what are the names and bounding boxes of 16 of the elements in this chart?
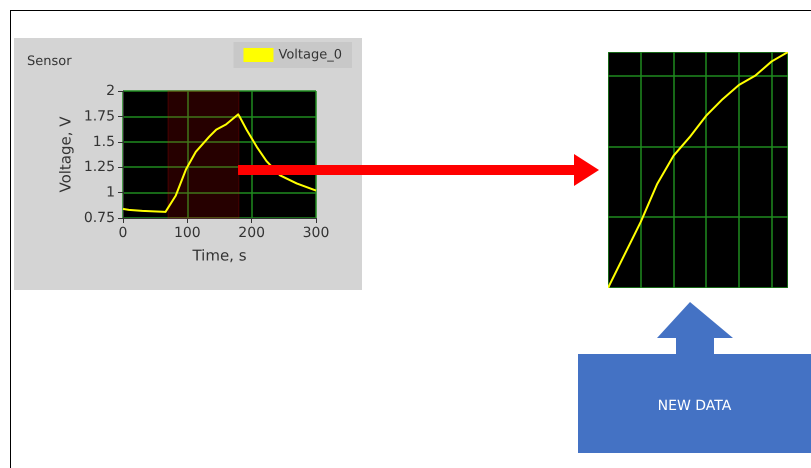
x-tick-label: 100 (174, 225, 201, 241)
y-tick-label: 1.25 (84, 159, 115, 176)
legend-label: Voltage_0 (278, 48, 342, 62)
text: NEW DATA (656, 398, 732, 414)
x-tick-label: 200 (238, 225, 266, 241)
line-series (122, 113, 317, 213)
y-axis-title: Voltage, V (56, 116, 74, 193)
x-tick-label: 300 (302, 225, 330, 241)
chart-title: Sensor (27, 54, 72, 69)
y-tick-label: 0.75 (84, 210, 115, 226)
y-tick-label: 1.75 (84, 108, 115, 124)
y-tick-label: 2 (106, 83, 115, 99)
x-axis-title: Time, s (191, 246, 247, 264)
x-tick-label: 0 (118, 225, 128, 241)
y-tick-label: 1 (106, 184, 115, 201)
y-tick-label: 1.5 (92, 134, 115, 150)
